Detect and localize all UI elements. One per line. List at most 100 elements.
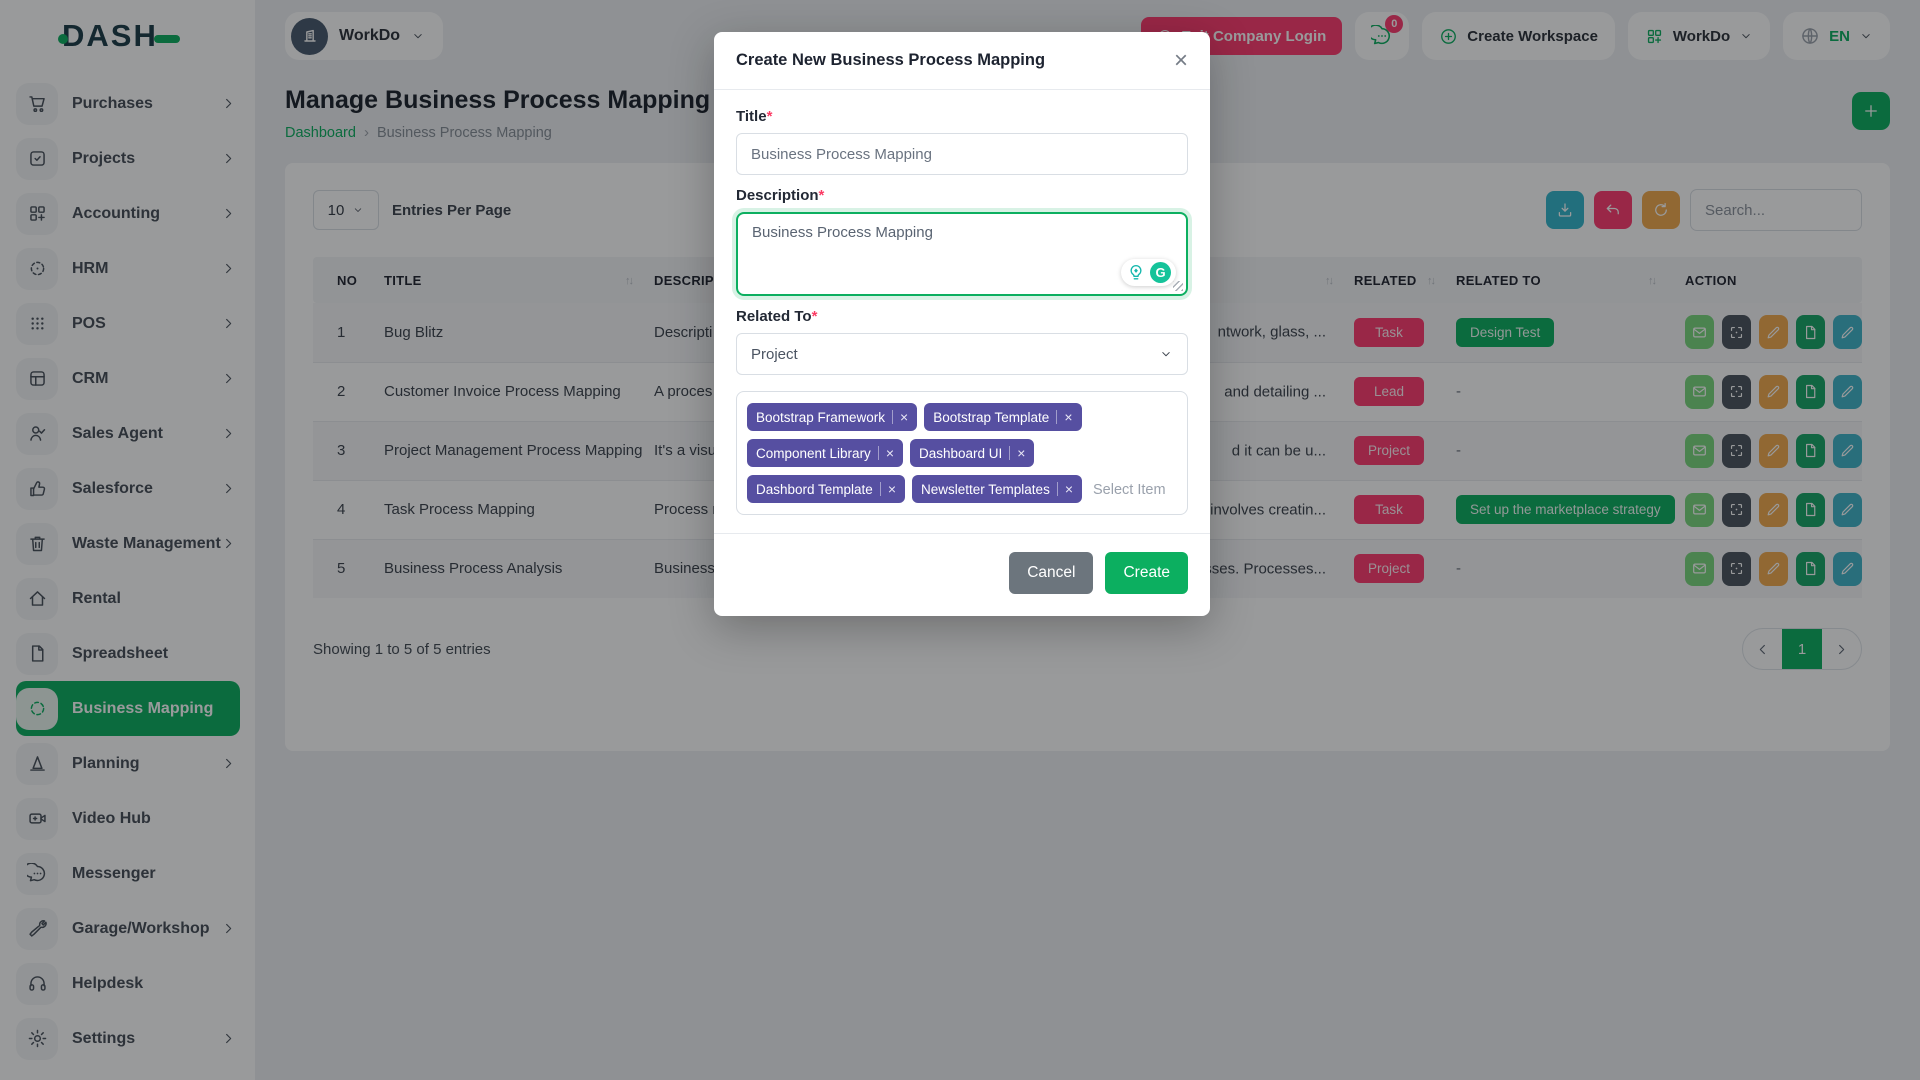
refresh-button[interactable] [1642,191,1680,229]
sidebar-item-waste-management[interactable]: Waste Management [16,516,240,571]
edit-button[interactable] [1759,551,1788,586]
tag-label: Component Library [756,445,871,461]
description-field[interactable]: Business Process Mapping G [736,212,1188,296]
scan-icon [1728,442,1745,459]
cancel-button[interactable]: Cancel [1009,552,1094,594]
edit-button[interactable] [1759,315,1788,350]
tags-container[interactable]: Bootstrap Framework × Bootstrap Template × C… [736,391,1188,515]
video-camera-icon [16,797,58,840]
mail-button[interactable] [1685,374,1714,409]
search-input[interactable] [1690,189,1862,231]
resize-handle[interactable] [1173,281,1183,291]
entries-per-page-select[interactable]: 10 [313,190,379,230]
remove-tag-icon[interactable]: × [900,409,909,425]
sidebar-item-pos[interactable]: POS [16,296,240,351]
column-header[interactable]: RELATED ↑↓ [1354,257,1456,303]
mail-button[interactable] [1685,551,1714,586]
messages-button[interactable]: 0 [1355,12,1410,60]
undo-button[interactable] [1594,191,1632,229]
close-icon[interactable]: × [1173,46,1188,74]
sort-icon: ↑↓ [1325,274,1334,287]
edit-alt-button[interactable] [1833,492,1862,527]
sidebar-item-label: Helpdesk [72,974,144,992]
row-related: Task [1354,303,1456,362]
edit-alt-button[interactable] [1833,551,1862,586]
title-field[interactable] [736,133,1188,175]
sidebar-item-hrm[interactable]: HRM [16,241,240,296]
remove-tag-icon[interactable]: × [1064,409,1073,425]
row-number: 4 [313,479,384,539]
sidebar-item-helpdesk[interactable]: Helpdesk [16,956,240,1011]
remove-tag-icon[interactable]: × [1017,445,1026,461]
sidebar-item-business-mapping[interactable]: Business Mapping [16,681,240,736]
create-workspace-button[interactable]: Create Workspace [1422,12,1615,60]
grid-view-button[interactable] [1722,492,1751,527]
edit-alt-button[interactable] [1833,374,1862,409]
grid-view-button[interactable] [1722,374,1751,409]
suggestion-bulb-icon[interactable] [1126,263,1146,283]
sidebar-item-crm[interactable]: CRM [16,351,240,406]
sidebar-item-sales-agent[interactable]: Sales Agent [16,406,240,461]
remove-tag-icon[interactable]: × [885,445,894,461]
document-button[interactable] [1796,492,1825,527]
sidebar-item-settings[interactable]: Settings [16,1011,240,1066]
sidebar-item-garage-workshop[interactable]: Garage/Workshop [16,901,240,956]
mail-button[interactable] [1685,315,1714,350]
language-selector[interactable]: EN [1783,12,1890,60]
grid-view-button[interactable] [1722,433,1751,468]
chevron-down-icon [1859,29,1873,43]
chevron-right-icon [221,756,236,771]
edit-button[interactable] [1759,433,1788,468]
remove-tag-icon[interactable]: × [887,481,897,497]
previous-page-button[interactable] [1743,629,1782,669]
workspace-selector[interactable]: WorkDo [285,12,444,60]
edit-button[interactable] [1759,492,1788,527]
mail-button[interactable] [1685,433,1714,468]
sidebar-item-accounting[interactable]: Accounting [16,186,240,241]
document-button[interactable] [1796,315,1825,350]
sidebar-item-rental[interactable]: Rental [16,571,240,626]
page-number-current[interactable]: 1 [1782,629,1822,669]
sidebar-item-spreadsheet[interactable]: Spreadsheet [16,626,240,681]
grid-view-button[interactable] [1722,551,1751,586]
sidebar-item-projects[interactable]: Projects [16,131,240,186]
row-related: Project [1354,538,1456,598]
next-page-button[interactable] [1822,629,1861,669]
sidebar-item-salesforce[interactable]: Salesforce [16,461,240,516]
app-logo[interactable]: DASH [0,0,255,72]
edit-alt-button[interactable] [1833,315,1862,350]
column-header[interactable]: RELATED TO ↑↓ [1456,257,1677,303]
workspace-menu[interactable]: WorkDo [1627,12,1771,60]
chevron-right-icon [221,921,236,936]
remove-tag-icon[interactable]: × [1064,481,1074,497]
add-new-button[interactable] [1852,92,1890,130]
sidebar-item-video-hub[interactable]: Video Hub [16,791,240,846]
sidebar-item-label: Business Mapping [72,699,214,717]
sidebar-item-messenger[interactable]: Messenger [16,846,240,901]
mail-button[interactable] [1685,492,1714,527]
export-download-button[interactable] [1546,191,1584,229]
sidebar-item-planning[interactable]: Planning [16,736,240,791]
related-to-select[interactable]: Project [736,333,1188,375]
breadcrumb-current: Business Process Mapping [376,124,552,141]
tag-pill: Newsletter Templates × [912,475,1083,503]
row-title: Business Process Analysis [384,538,654,598]
tag-pill: Dashboard UI × [910,439,1035,467]
document-button[interactable] [1796,374,1825,409]
table-controls: 10 Entries Per Page [313,189,1862,231]
column-header[interactable]: TITLE ↑↓ [384,257,654,303]
logo-text: DASH [62,18,158,53]
breadcrumb-dashboard-link[interactable]: Dashboard [285,124,356,141]
grammarly-icon[interactable]: G [1150,262,1171,283]
edit-button[interactable] [1759,374,1788,409]
sidebar-item-purchases[interactable]: Purchases [16,76,240,131]
document-button[interactable] [1796,551,1825,586]
refresh-icon [1652,201,1670,219]
select-item-placeholder[interactable]: Select Item [1093,481,1166,498]
mail-icon [1691,383,1708,400]
grid-view-button[interactable] [1722,315,1751,350]
document-button[interactable] [1796,433,1825,468]
create-button[interactable]: Create [1105,552,1188,594]
crm-layout-icon [16,357,58,400]
edit-alt-button[interactable] [1833,433,1862,468]
